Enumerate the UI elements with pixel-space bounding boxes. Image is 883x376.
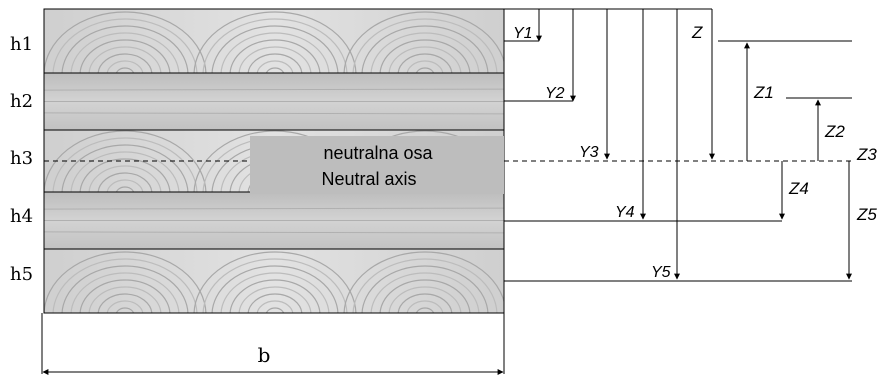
growth-ring (397, 293, 453, 313)
y1-label: Y1 (513, 25, 533, 42)
growth-ring (106, 179, 144, 192)
growth-ring (211, 265, 339, 313)
layer-label-h2: h2 (10, 91, 33, 112)
growth-ring (406, 300, 444, 313)
z3-label: Z3 (856, 145, 877, 164)
growth-ring (193, 251, 357, 313)
growth-ring (97, 53, 153, 73)
growth-ring (70, 32, 180, 73)
layer-label-h5: h5 (10, 264, 33, 285)
growth-ring (343, 130, 504, 192)
growth-ring (370, 272, 480, 313)
growth-ring (88, 46, 162, 73)
growth-ring (44, 130, 207, 192)
growth-ring (343, 11, 504, 73)
growth-ring (115, 307, 135, 313)
growth-ring (361, 265, 489, 313)
growth-ring (379, 279, 471, 313)
growth-ring (406, 60, 444, 73)
neutral-axis-label-line1: neutralna osa (323, 143, 433, 163)
growth-ring (220, 272, 330, 313)
growth-ring (379, 39, 471, 73)
growth-ring (238, 286, 312, 313)
growth-ring (211, 25, 339, 73)
grain-streak (43, 207, 505, 210)
growth-ring (52, 137, 198, 192)
growth-ring (229, 39, 321, 73)
growth-ring (415, 307, 435, 313)
growth-ring (79, 39, 171, 73)
growth-ring (343, 251, 504, 313)
z4-label: Z4 (788, 179, 809, 198)
grain-streak (43, 231, 505, 234)
growth-ring (70, 272, 180, 313)
growth-ring (44, 11, 207, 73)
growth-ring (247, 53, 303, 73)
y4-label: Y4 (615, 204, 635, 221)
growth-ring (61, 144, 189, 192)
z5-label: Z5 (856, 205, 877, 224)
growth-ring (115, 186, 135, 192)
growth-ring (361, 25, 489, 73)
growth-ring (79, 158, 171, 192)
growth-ring (115, 67, 135, 73)
growth-ring (106, 300, 144, 313)
growth-ring (247, 293, 303, 313)
growth-ring (388, 46, 462, 73)
neutral-axis-label-box (250, 136, 504, 194)
growth-ring (106, 60, 144, 73)
grain-streak (43, 112, 505, 115)
growth-ring (352, 258, 498, 313)
growth-ring (88, 286, 162, 313)
growth-ring (256, 300, 294, 313)
z2-label: Z2 (824, 122, 845, 141)
z1-label: Z1 (753, 83, 774, 102)
growth-ring (397, 53, 453, 73)
y2-label: Y2 (545, 85, 565, 102)
growth-ring (193, 11, 357, 73)
neutral-axis-label-line2: Neutral axis (321, 169, 416, 189)
y5-label: Y5 (651, 264, 671, 281)
growth-ring (52, 258, 198, 313)
growth-ring (97, 293, 153, 313)
growth-ring (61, 265, 189, 313)
growth-ring (238, 46, 312, 73)
growth-ring (44, 251, 207, 313)
growth-ring (70, 151, 180, 192)
width-label: b (258, 343, 271, 367)
growth-ring (193, 130, 357, 192)
growth-ring (265, 67, 285, 73)
growth-ring (265, 307, 285, 313)
growth-ring (220, 32, 330, 73)
growth-ring (97, 172, 153, 192)
z-label: Z (691, 23, 703, 42)
growth-ring (202, 18, 348, 73)
layer-label-h1: h1 (10, 34, 33, 55)
growth-ring (88, 165, 162, 192)
growth-ring (388, 286, 462, 313)
layer-label-h3: h3 (10, 148, 33, 169)
growth-ring (370, 32, 480, 73)
growth-ring (79, 279, 171, 313)
growth-ring (352, 18, 498, 73)
growth-ring (415, 67, 435, 73)
growth-ring (52, 18, 198, 73)
y3-label: Y3 (579, 144, 599, 161)
growth-ring (229, 279, 321, 313)
growth-ring (256, 60, 294, 73)
grain-streak (43, 88, 505, 91)
growth-ring (61, 25, 189, 73)
growth-ring (202, 258, 348, 313)
layer-label-h4: h4 (10, 206, 33, 227)
